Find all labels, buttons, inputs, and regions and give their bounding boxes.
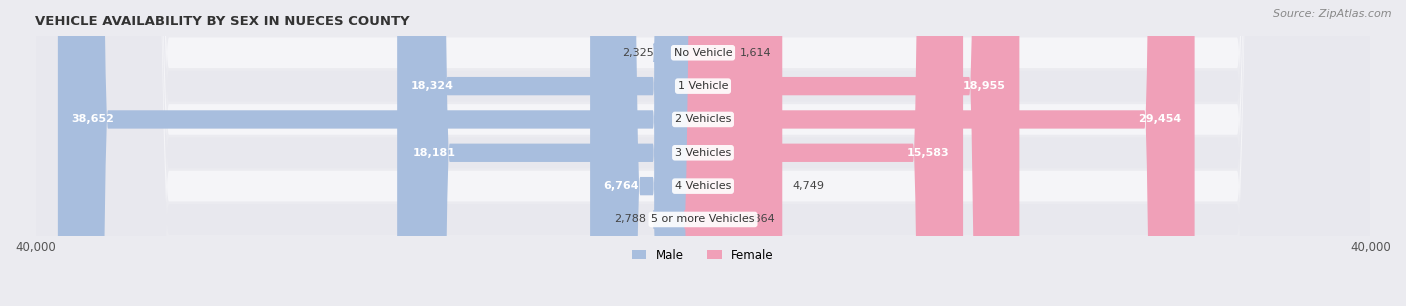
FancyBboxPatch shape <box>591 0 703 306</box>
Text: 1,864: 1,864 <box>744 215 776 225</box>
Text: 15,583: 15,583 <box>907 148 949 158</box>
FancyBboxPatch shape <box>652 0 714 306</box>
FancyBboxPatch shape <box>35 0 1371 306</box>
Text: 38,652: 38,652 <box>72 114 114 125</box>
Text: 3 Vehicles: 3 Vehicles <box>675 148 731 158</box>
FancyBboxPatch shape <box>35 0 1371 306</box>
FancyBboxPatch shape <box>35 0 1371 306</box>
Legend: Male, Female: Male, Female <box>627 244 779 266</box>
Text: 6,764: 6,764 <box>603 181 640 191</box>
Text: Source: ZipAtlas.com: Source: ZipAtlas.com <box>1274 9 1392 19</box>
FancyBboxPatch shape <box>35 0 1371 306</box>
Text: 5 or more Vehicles: 5 or more Vehicles <box>651 215 755 225</box>
Text: 1 Vehicle: 1 Vehicle <box>678 81 728 91</box>
FancyBboxPatch shape <box>703 0 1195 306</box>
Text: No Vehicle: No Vehicle <box>673 48 733 58</box>
FancyBboxPatch shape <box>681 0 754 306</box>
FancyBboxPatch shape <box>58 0 703 306</box>
FancyBboxPatch shape <box>703 0 782 306</box>
FancyBboxPatch shape <box>35 0 1371 306</box>
Text: 2 Vehicles: 2 Vehicles <box>675 114 731 125</box>
Text: VEHICLE AVAILABILITY BY SEX IN NUECES COUNTY: VEHICLE AVAILABILITY BY SEX IN NUECES CO… <box>35 15 411 28</box>
Text: 18,181: 18,181 <box>413 148 456 158</box>
FancyBboxPatch shape <box>703 0 963 306</box>
FancyBboxPatch shape <box>35 0 1371 306</box>
Text: 4,749: 4,749 <box>792 181 824 191</box>
Text: 2,788: 2,788 <box>614 215 647 225</box>
Text: 4 Vehicles: 4 Vehicles <box>675 181 731 191</box>
Text: 29,454: 29,454 <box>1137 114 1181 125</box>
FancyBboxPatch shape <box>399 0 703 306</box>
Text: 1,614: 1,614 <box>740 48 772 58</box>
Text: 2,325: 2,325 <box>623 48 654 58</box>
FancyBboxPatch shape <box>652 0 707 306</box>
Text: 18,955: 18,955 <box>963 81 1007 91</box>
FancyBboxPatch shape <box>685 0 754 306</box>
FancyBboxPatch shape <box>703 0 1019 306</box>
FancyBboxPatch shape <box>396 0 703 306</box>
Text: 18,324: 18,324 <box>411 81 454 91</box>
